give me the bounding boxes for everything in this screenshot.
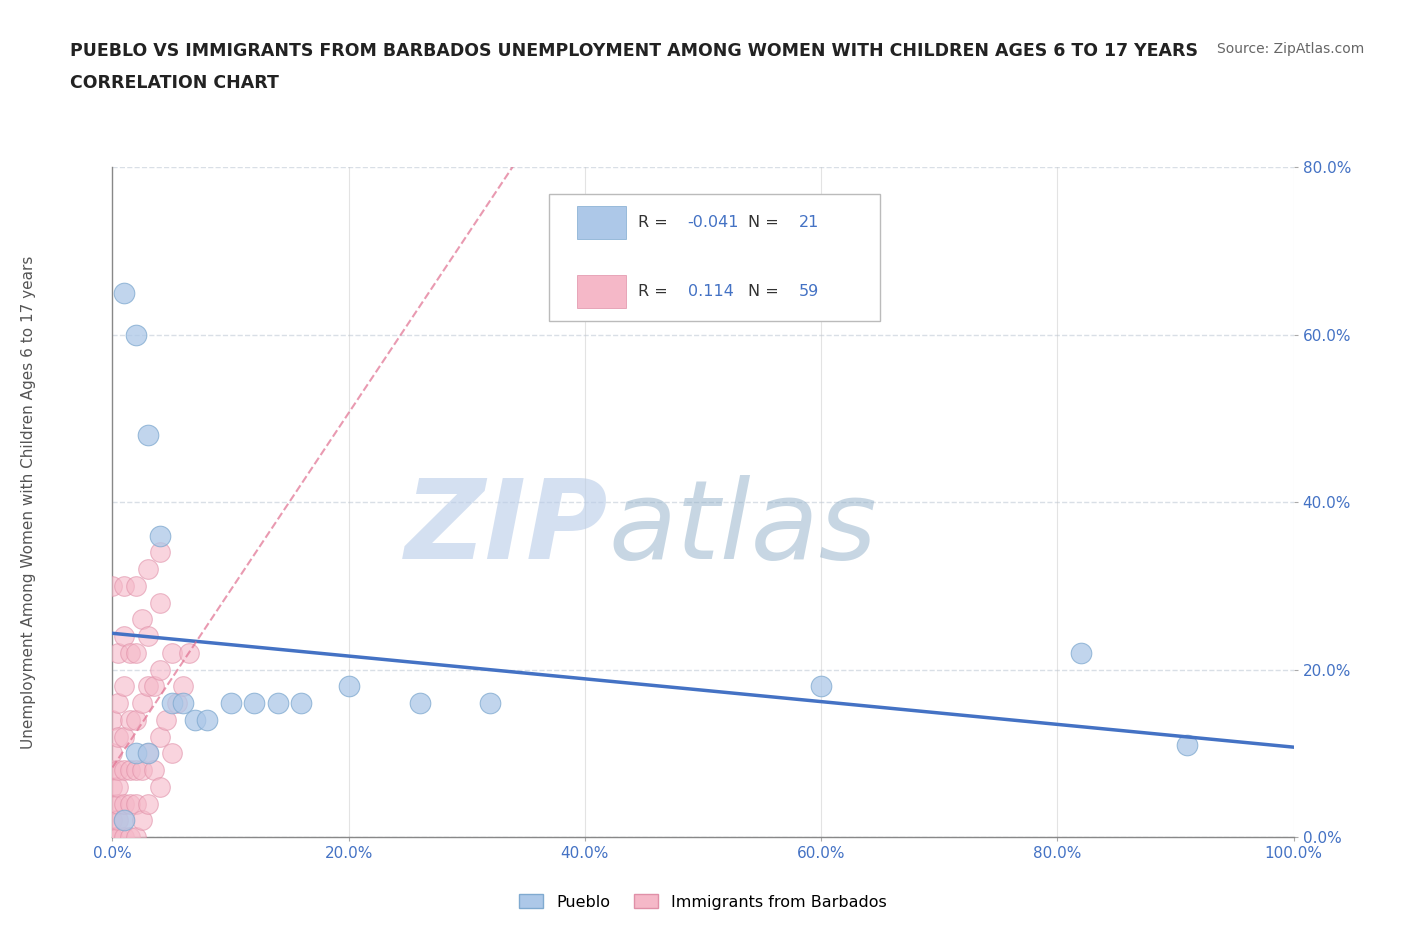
Point [408, 696, 430, 711]
Text: 0.114: 0.114 [688, 284, 734, 299]
Point [131, 612, 153, 627]
Point [112, 578, 135, 593]
Point [107, 763, 129, 777]
Point [107, 813, 129, 828]
Point [120, 763, 142, 777]
Text: Unemployment Among Women with Children Ages 6 to 17 years: Unemployment Among Women with Children A… [21, 256, 35, 749]
Point [136, 679, 159, 694]
Text: Source: ZipAtlas.com: Source: ZipAtlas.com [1216, 42, 1364, 56]
Point [155, 712, 177, 727]
Point [131, 696, 153, 711]
Text: 59: 59 [799, 284, 818, 299]
Point [107, 729, 129, 744]
Point [107, 779, 129, 794]
Point [149, 595, 172, 610]
Point [149, 545, 172, 560]
Point [149, 662, 172, 677]
Text: N =: N = [748, 284, 783, 299]
Point [101, 578, 124, 593]
Point [112, 286, 135, 300]
Point [120, 645, 142, 660]
Point [112, 830, 135, 844]
Point [120, 712, 142, 727]
Point [120, 830, 142, 844]
Point [1070, 645, 1092, 660]
Text: -0.041: -0.041 [688, 215, 740, 230]
Point [136, 562, 159, 577]
Point [195, 712, 218, 727]
Point [101, 796, 124, 811]
Point [479, 696, 502, 711]
Point [101, 779, 124, 794]
Point [125, 796, 148, 811]
Point [125, 645, 148, 660]
Point [160, 746, 183, 761]
Point [267, 696, 290, 711]
Point [142, 679, 165, 694]
Point [125, 830, 148, 844]
Point [243, 696, 266, 711]
Point [160, 696, 183, 711]
Point [107, 696, 129, 711]
Point [131, 763, 153, 777]
Point [142, 763, 165, 777]
Point [101, 830, 124, 844]
Point [112, 813, 135, 828]
Point [112, 679, 135, 694]
Point [136, 629, 159, 644]
Point [136, 428, 159, 443]
Text: R =: R = [638, 284, 673, 299]
Point [112, 796, 135, 811]
Point [172, 679, 194, 694]
Point [184, 712, 207, 727]
Point [125, 327, 148, 342]
Point [125, 578, 148, 593]
Point [101, 830, 124, 844]
Point [125, 763, 148, 777]
Point [120, 796, 142, 811]
Text: N =: N = [748, 215, 783, 230]
Point [131, 813, 153, 828]
Point [160, 645, 183, 660]
Point [810, 679, 832, 694]
Point [136, 796, 159, 811]
Point [112, 813, 135, 828]
Point [112, 729, 135, 744]
Point [149, 779, 172, 794]
Point [125, 712, 148, 727]
FancyBboxPatch shape [576, 275, 626, 308]
Point [101, 712, 124, 727]
Point [337, 679, 360, 694]
Point [107, 645, 129, 660]
Point [166, 696, 188, 711]
Point [136, 746, 159, 761]
Point [101, 746, 124, 761]
Legend: Pueblo, Immigrants from Barbados: Pueblo, Immigrants from Barbados [513, 887, 893, 916]
Text: PUEBLO VS IMMIGRANTS FROM BARBADOS UNEMPLOYMENT AMONG WOMEN WITH CHILDREN AGES 6: PUEBLO VS IMMIGRANTS FROM BARBADOS UNEMP… [70, 42, 1198, 60]
Point [107, 796, 129, 811]
Text: atlas: atlas [609, 475, 877, 582]
Point [107, 830, 129, 844]
Point [136, 746, 159, 761]
Point [112, 763, 135, 777]
Point [125, 746, 148, 761]
FancyBboxPatch shape [550, 194, 880, 322]
Text: ZIP: ZIP [405, 475, 609, 582]
FancyBboxPatch shape [576, 206, 626, 239]
Point [101, 830, 124, 844]
Point [290, 696, 312, 711]
Text: R =: R = [638, 215, 673, 230]
Point [101, 813, 124, 828]
Point [112, 629, 135, 644]
Point [101, 763, 124, 777]
Point [172, 696, 194, 711]
Point [179, 645, 201, 660]
Text: CORRELATION CHART: CORRELATION CHART [70, 74, 280, 92]
Point [1175, 737, 1198, 752]
Point [149, 729, 172, 744]
Point [149, 528, 172, 543]
Text: 21: 21 [799, 215, 820, 230]
Point [219, 696, 242, 711]
